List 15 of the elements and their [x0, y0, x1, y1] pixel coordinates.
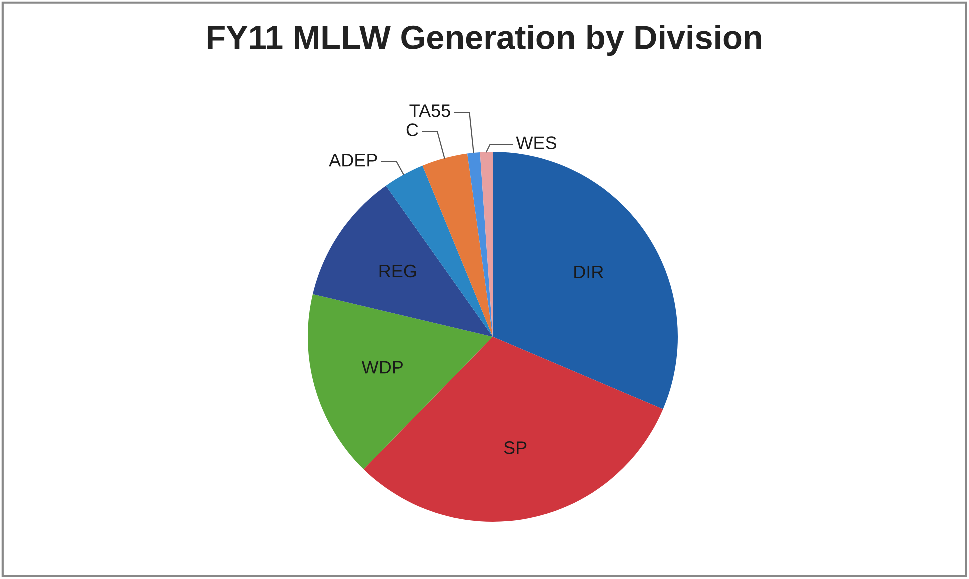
slice-label: TA55	[410, 104, 450, 118]
slice-label: WES	[516, 136, 557, 150]
pie-slice	[308, 294, 493, 470]
slice-label: DIR	[574, 266, 604, 278]
slice-label: ADEP	[329, 154, 378, 167]
slice-label: SP	[504, 442, 527, 454]
slice-label: C	[406, 124, 418, 136]
slice-label: WDP	[362, 361, 403, 374]
slice-label: REG	[380, 264, 416, 278]
pie-slice	[468, 152, 493, 337]
chart-title: FY11 MLLW Generation by Division	[208, 24, 762, 56]
pie-slice	[422, 154, 493, 337]
pie-slice	[364, 337, 664, 522]
pie-slice	[312, 186, 493, 337]
pie-slice	[493, 152, 678, 410]
